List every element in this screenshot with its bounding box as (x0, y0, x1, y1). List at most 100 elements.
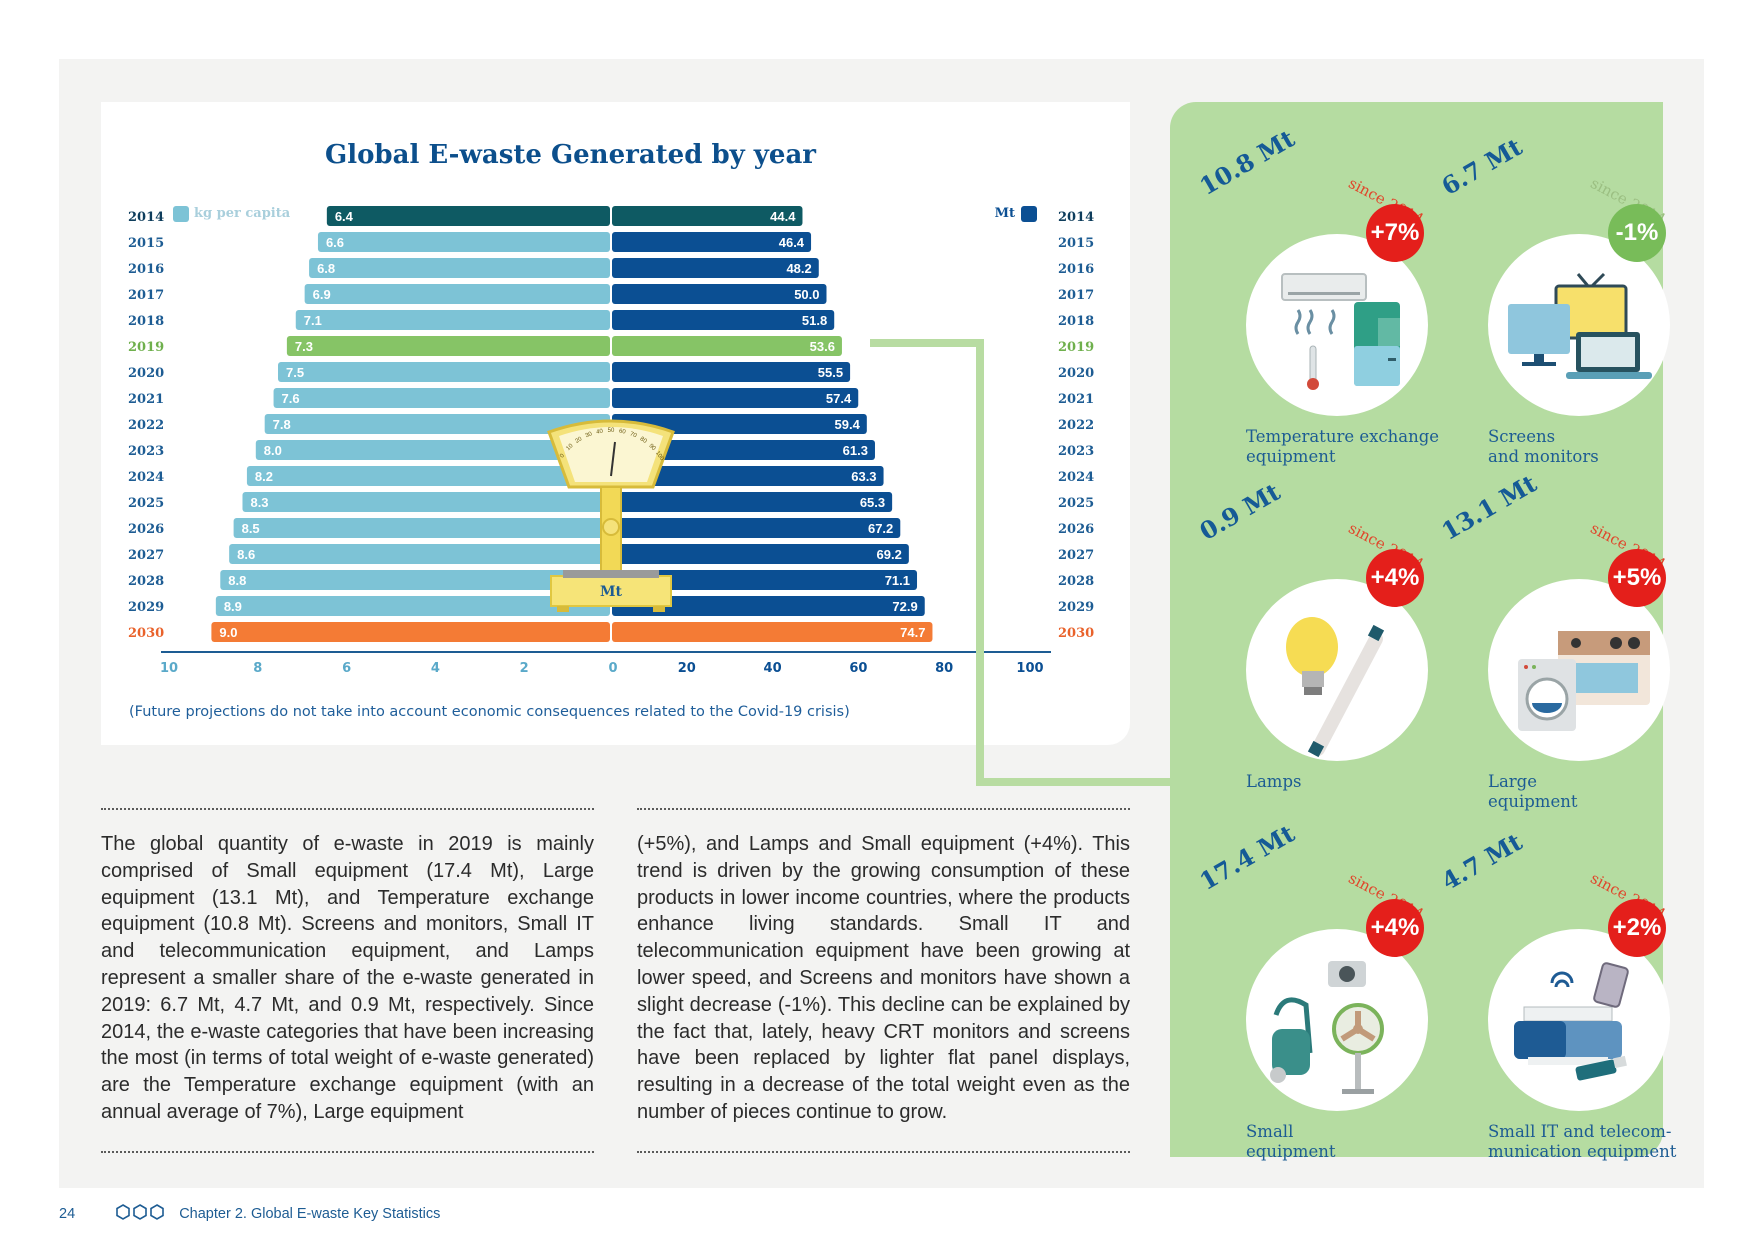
scale-base (550, 575, 672, 607)
category-circle (1488, 234, 1670, 416)
kg-value-label: 8.2 (255, 469, 273, 484)
mt-value-label: 59.4 (835, 417, 861, 432)
kg-value-label: 6.6 (326, 235, 344, 250)
kg-value-label: 8.6 (237, 547, 255, 562)
year-label-right: 2021 (1058, 392, 1094, 407)
category-label-line: Small (1246, 1122, 1294, 1141)
year-label-left: 2025 (128, 496, 164, 511)
kg-bar (304, 284, 610, 304)
kg-bar (255, 440, 611, 460)
category-label: Small equipment (1246, 1122, 1476, 1162)
right-tick-label: 80 (935, 661, 953, 676)
kg-legend-swatch (173, 206, 189, 222)
year-label-left: 2017 (128, 288, 164, 303)
mt-value-label: 71.1 (885, 573, 910, 588)
scale-dial-tick: 80 (639, 436, 648, 445)
category-weight: 0.9 Mt (1194, 477, 1286, 546)
mt-bar (612, 388, 859, 408)
scale-dial-tick: 60 (618, 429, 626, 436)
kg-value-label: 7.6 (282, 391, 300, 406)
right-tick-label: 60 (849, 661, 867, 676)
scale-knob (602, 518, 620, 536)
category-label: Screens and monitors (1488, 427, 1718, 467)
scale-dial-tick: 10 (566, 443, 575, 452)
category-weight: 13.1 Mt (1436, 468, 1542, 546)
lightbulb-tube-icon (1286, 617, 1385, 758)
kg-value-label: 8.9 (224, 599, 242, 614)
category-circle (1246, 579, 1428, 761)
category-circle (1488, 579, 1670, 761)
category-card: 13.1 Mt since 2014 +5% Large equipment (1437, 469, 1681, 811)
scale-dial-tick: 100 (654, 450, 665, 462)
body-text-column-2: (+5%), and Lamps and Small equipment (+4… (637, 833, 1130, 1123)
scale-foot (653, 606, 665, 612)
category-label: Lamps (1246, 772, 1476, 792)
category-label-line: Large (1488, 772, 1538, 791)
year-label-left: 2026 (128, 522, 164, 537)
category-label-line: equipment (1246, 447, 1336, 466)
year-label-right: 2014 (1058, 210, 1094, 225)
year-label-left: 2021 (128, 392, 164, 407)
mt-bar (612, 518, 901, 538)
mt-value-label: 63.3 (851, 469, 876, 484)
category-circle (1246, 234, 1428, 416)
page-number: 24 (59, 1205, 76, 1222)
kg-value-label: 9.0 (219, 625, 237, 640)
year-label-left: 2024 (128, 470, 164, 485)
mt-bar (612, 596, 925, 616)
dotted-divider (637, 1151, 1130, 1153)
kg-value-label: 7.1 (304, 313, 322, 328)
category-label: Small IT and telecom-munication equipmen… (1488, 1122, 1718, 1162)
mt-bar (612, 570, 918, 590)
year-label-right: 2017 (1058, 288, 1094, 303)
category-label-line: equipment (1488, 792, 1578, 811)
change-badge: -1% (1608, 204, 1666, 262)
mt-bar (612, 310, 835, 330)
left-tick-label: 4 (431, 661, 440, 676)
category-card: 10.8 Mt since 2014 +7% Temperature exchange… (1195, 124, 1440, 466)
mt-bar (612, 414, 867, 434)
left-tick-label: 2 (520, 661, 529, 676)
category-label-line: Small IT and telecom- (1488, 1122, 1672, 1141)
kg-value-label: 8.8 (228, 573, 246, 588)
category-label-line: equipment (1246, 1142, 1336, 1161)
year-label-right: 2025 (1058, 496, 1094, 511)
kg-value-label: 7.8 (273, 417, 291, 432)
year-label-left: 2020 (128, 366, 164, 381)
kg-bar (273, 388, 610, 408)
mt-value-label: 53.6 (810, 339, 835, 354)
year-label-right: 2023 (1058, 444, 1094, 459)
change-badge: +2% (1608, 899, 1666, 957)
mt-value-label: 69.2 (877, 547, 902, 562)
scale-dial-tick: 20 (574, 436, 583, 445)
mt-value-label: 44.4 (770, 209, 796, 224)
body-text-column-1: The global quantity of e-waste in 2019 i… (101, 833, 594, 1123)
monitor-tv-laptop-icon (1508, 272, 1652, 379)
hexagons-icon (115, 1204, 165, 1224)
mt-bar (612, 544, 909, 564)
kg-value-label: 6.9 (313, 287, 331, 302)
kg-value-label: 6.8 (317, 261, 335, 276)
chart-title: Global E-waste Generated by year (325, 140, 816, 170)
kg-bar (246, 466, 611, 486)
year-label-left: 2029 (128, 600, 164, 615)
covid-note: (Future projections do not take into acc… (129, 704, 850, 720)
category-label-line: munication equipment (1488, 1142, 1677, 1161)
dotted-divider (101, 1151, 594, 1153)
scale-dial-tick: 50 (608, 428, 615, 434)
change-badge: +4% (1366, 899, 1424, 957)
chapter-title: Chapter 2. Global E-waste Key Statistics (179, 1205, 441, 1222)
mt-value-label: 46.4 (779, 235, 805, 250)
mt-bar (612, 440, 875, 460)
dotted-divider (637, 808, 1130, 810)
kg-bar (264, 414, 610, 434)
year-label-right: 2024 (1058, 470, 1094, 485)
kg-bar (286, 336, 610, 356)
scale-dial-tick: 70 (629, 431, 638, 439)
page-footer: 24 Chapter 2. Global E-waste Key Statist… (59, 1204, 440, 1224)
change-badge: +5% (1608, 549, 1666, 607)
category-weight: 6.7 Mt (1436, 132, 1528, 201)
category-card: 4.7 Mt since 2014 +2% Small IT and telecom-… (1437, 827, 1681, 1161)
year-label-right: 2026 (1058, 522, 1094, 537)
mt-value-label: 74.7 (900, 625, 925, 640)
